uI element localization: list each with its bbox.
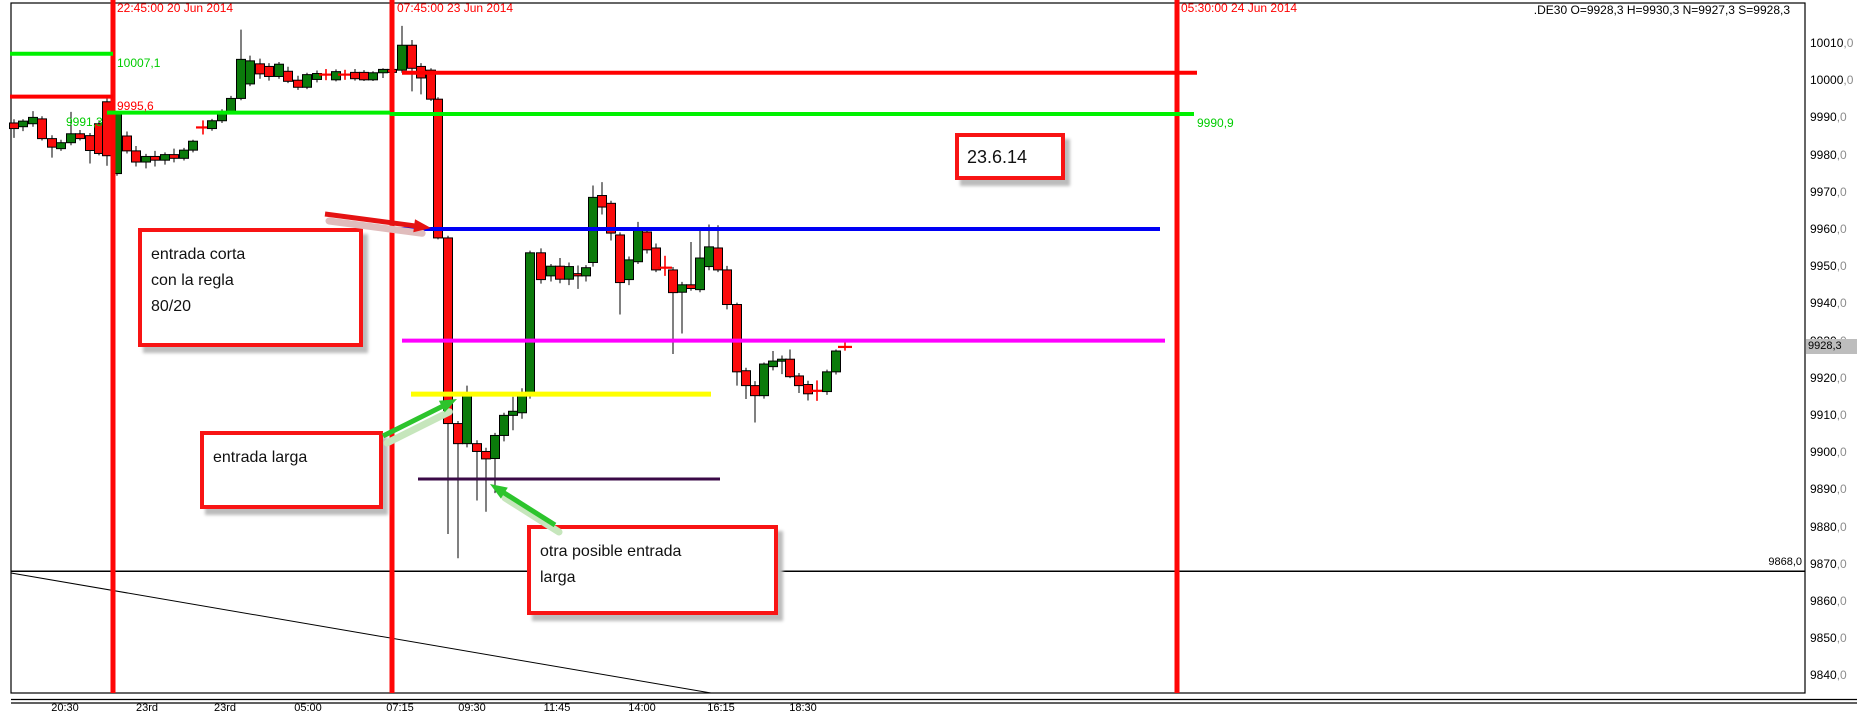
candle-down xyxy=(536,252,546,281)
candle-up xyxy=(56,142,66,150)
candle-down xyxy=(122,135,132,152)
candle-up xyxy=(695,257,705,291)
candle-down xyxy=(803,383,813,395)
candle-up xyxy=(179,149,189,159)
candle-up xyxy=(188,140,198,151)
candle-up xyxy=(18,120,28,128)
candle-down xyxy=(785,358,795,378)
candle-up xyxy=(397,44,407,71)
candle-down xyxy=(597,195,607,208)
annotation-text: larga xyxy=(540,569,576,586)
candle-up xyxy=(312,73,322,80)
candle-up xyxy=(207,120,217,130)
candle-up xyxy=(499,414,509,436)
arrow-shadow xyxy=(383,408,453,447)
candle-down xyxy=(668,269,678,294)
annotation-text: con la regla xyxy=(151,272,234,289)
annotation-text: 23.6.14 xyxy=(967,147,1028,167)
annotation-date[interactable]: 23.6.14 xyxy=(955,133,1065,180)
candle-down xyxy=(794,375,804,387)
candle-up xyxy=(822,371,832,393)
candle-up xyxy=(331,71,341,81)
annotation-short-entry[interactable]: entrada corta con la regla 80/20 xyxy=(138,228,363,347)
trade-arrow-head[interactable] xyxy=(438,399,457,413)
candle-down xyxy=(606,202,616,234)
candle-down xyxy=(264,65,274,77)
arrow-shadow xyxy=(501,494,563,536)
candle-down xyxy=(37,118,47,140)
trendline xyxy=(10,572,712,694)
candle-up xyxy=(508,410,518,416)
annotation-text: otra posible entrada xyxy=(540,543,682,560)
trade-arrow xyxy=(324,211,419,229)
candle-down xyxy=(433,98,443,239)
candle-down xyxy=(472,443,482,452)
candle-down xyxy=(642,231,652,251)
candle-up xyxy=(274,63,284,77)
candle-up xyxy=(368,72,378,81)
annotation-long-entry[interactable]: entrada larga xyxy=(200,431,383,509)
candle-down xyxy=(732,304,742,373)
candle-down xyxy=(722,269,732,306)
candle-up xyxy=(564,266,574,280)
annotation-other-long-entry[interactable]: otra posible entrada larga xyxy=(527,525,778,615)
trade-arrow-head[interactable] xyxy=(490,484,508,499)
candle-down xyxy=(131,150,141,163)
candle-down xyxy=(75,133,85,140)
candle-down xyxy=(283,70,293,82)
trade-arrow xyxy=(381,402,447,439)
candle-down xyxy=(150,155,160,161)
candle-up xyxy=(490,434,500,460)
candle-up xyxy=(759,363,769,397)
candle-down xyxy=(426,69,436,100)
candle-up xyxy=(831,350,841,373)
annotation-text: entrada larga xyxy=(213,449,308,466)
plot-border xyxy=(10,2,1806,694)
candle-down xyxy=(615,234,625,284)
candle-up xyxy=(624,259,634,281)
candle-down xyxy=(651,247,661,271)
arrow-shadow xyxy=(325,217,426,237)
candle-down xyxy=(443,237,453,425)
annotation-text: 80/20 xyxy=(151,298,192,315)
candle-down xyxy=(713,247,723,271)
candle-down xyxy=(407,44,417,69)
trade-arrow-head[interactable] xyxy=(413,219,431,233)
candle-down xyxy=(169,154,179,159)
candle-up xyxy=(302,74,312,88)
candle-up xyxy=(245,60,255,85)
candle-down xyxy=(741,370,751,387)
candle-up xyxy=(581,267,591,277)
candle-up xyxy=(768,360,778,368)
annotation-text: entrada corta xyxy=(151,246,246,263)
trade-arrow xyxy=(499,488,557,528)
